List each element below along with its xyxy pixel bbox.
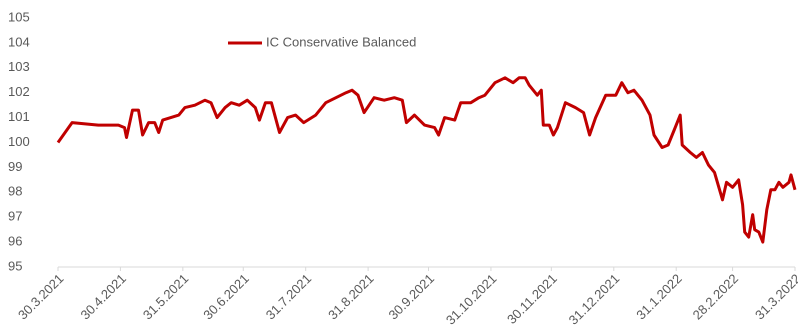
x-tick-label: 28.2.2022	[690, 271, 742, 323]
y-tick-label: 95	[8, 258, 22, 273]
y-tick-label: 100	[8, 134, 30, 149]
x-tick-label: 31.10.2021	[443, 271, 500, 326]
x-tick-label: 30.4.2021	[77, 271, 129, 323]
x-tick-label: 31.1.2022	[633, 271, 685, 323]
y-tick-label: 96	[8, 234, 22, 249]
y-tick-label: 98	[8, 184, 22, 199]
y-tick-label: 104	[8, 34, 30, 49]
y-tick-label: 99	[8, 159, 22, 174]
x-tick-label: 31.3.2022	[752, 271, 798, 323]
y-tick-label: 97	[8, 209, 22, 224]
y-tick-label: 101	[8, 109, 30, 124]
x-tick-label: 30.6.2021	[200, 271, 252, 323]
x-tick-label: 31.7.2021	[263, 271, 315, 323]
x-tick-label: 31.8.2021	[325, 271, 377, 323]
x-tick-label: 30.9.2021	[386, 271, 438, 323]
y-tick-label: 102	[8, 84, 30, 99]
y-tick-label: 103	[8, 59, 30, 74]
x-tick-label: 30.3.2021	[15, 271, 67, 323]
legend-label: IC Conservative Balanced	[266, 34, 416, 49]
x-tick-label: 31.5.2021	[140, 271, 192, 323]
x-tick-label: 30.11.2021	[504, 271, 560, 326]
y-tick-label: 105	[8, 9, 30, 24]
data-line	[56, 76, 797, 244]
x-tick-label: 31.12.2021	[566, 271, 623, 326]
